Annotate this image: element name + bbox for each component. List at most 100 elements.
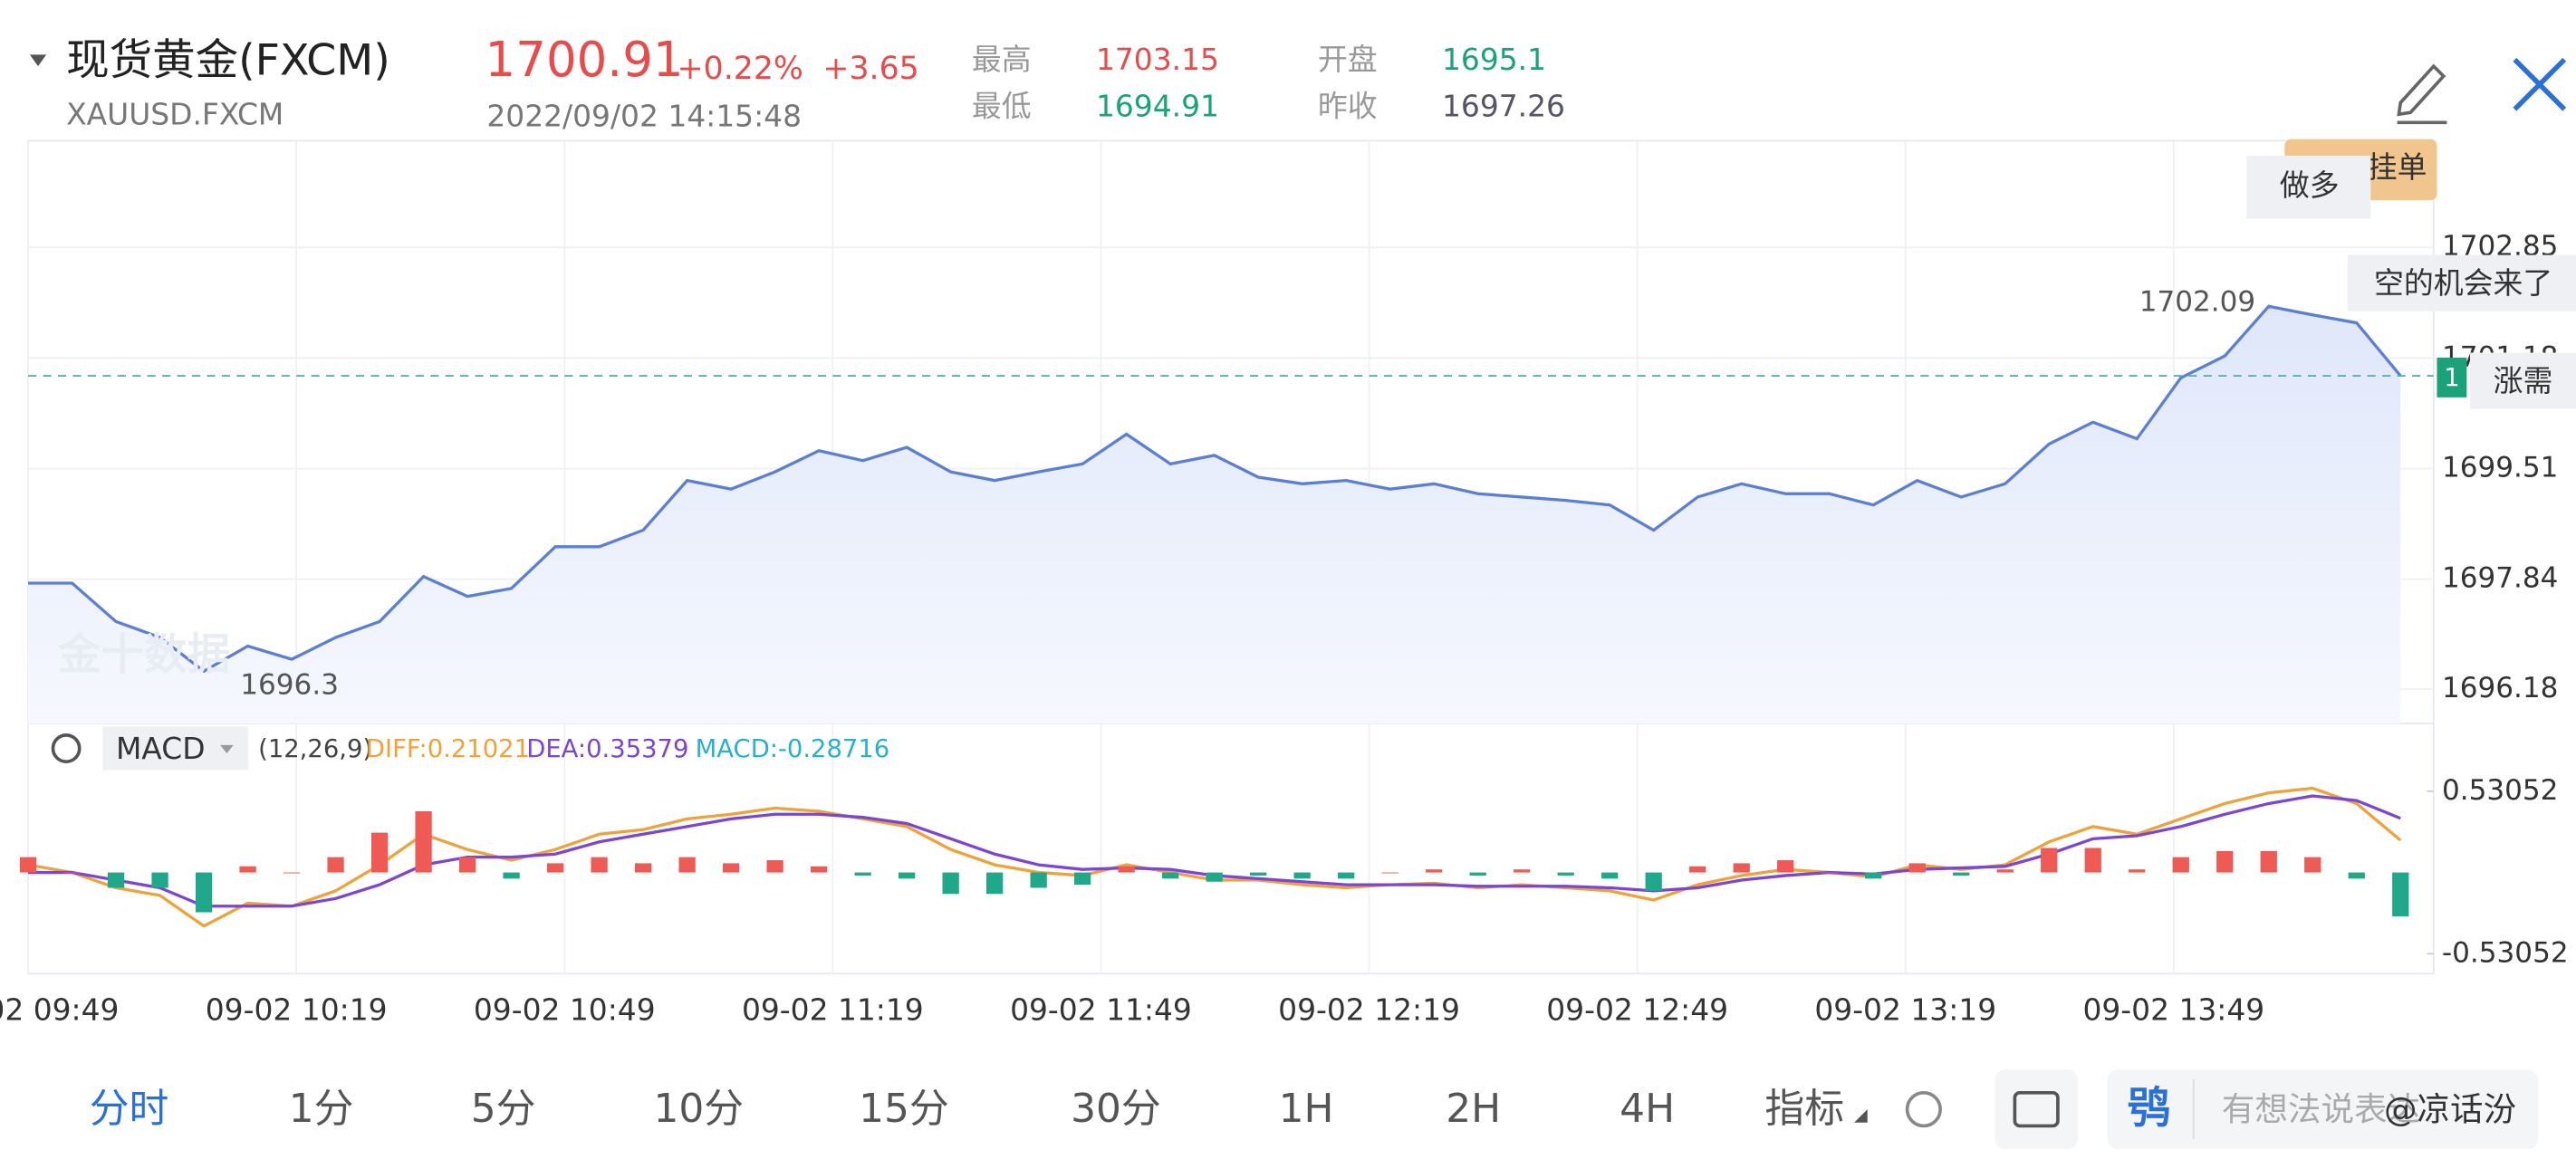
long-button[interactable] — [2246, 155, 2371, 219]
histogram-bar — [2041, 848, 2058, 873]
stat-label: 最高 — [972, 42, 1032, 77]
indicator-name: MACD — [116, 731, 206, 766]
min-label: 1696.3 — [240, 669, 339, 702]
histogram-bar — [1733, 863, 1750, 873]
histogram-bar — [1030, 872, 1047, 888]
histogram-bar — [2129, 869, 2146, 873]
histogram-bar — [1381, 872, 1399, 874]
y-tick-label: 1697.84 — [2442, 562, 2558, 595]
dropdown-icon — [220, 744, 234, 753]
x-tick-label: 09-02 11:19 — [742, 992, 924, 1028]
price-area — [28, 306, 2401, 724]
y-tick-label: 0.53052 — [2442, 774, 2558, 807]
histogram-bar — [2084, 848, 2101, 873]
price-tag — [2437, 357, 2467, 398]
x-tick-label: 09-02 13:19 — [1814, 992, 1996, 1028]
histogram-bar — [2172, 857, 2189, 873]
histogram-bar — [1601, 872, 1619, 879]
settings-icon[interactable] — [51, 733, 82, 763]
drawing-button[interactable] — [1994, 1069, 2078, 1150]
drawing-icon — [2013, 1091, 2060, 1128]
timeframe-tab[interactable]: 15分 — [859, 1086, 949, 1132]
histogram-bar — [1426, 869, 1443, 873]
x-tick-label: 09-02 10:49 — [474, 992, 656, 1028]
histogram-bar — [1865, 872, 1882, 879]
histogram-bar — [942, 872, 959, 895]
histogram-bar — [2260, 850, 2277, 873]
order-label: 挂单 — [2368, 149, 2427, 185]
y-tick-label: 1699.51 — [2442, 451, 2558, 484]
histogram-bar — [2216, 850, 2234, 873]
timeframe-tab[interactable]: 指标 — [1764, 1086, 1844, 1132]
timeframe-tab[interactable]: 10分 — [653, 1086, 744, 1132]
histogram-bar — [1689, 866, 1706, 873]
histogram-bar — [415, 810, 432, 873]
legend-macd: MACD:-0.28716 — [696, 735, 890, 763]
histogram-bar — [1514, 869, 1531, 873]
histogram-bar — [1293, 872, 1311, 879]
histogram-bar — [634, 863, 652, 873]
histogram-bar — [1250, 872, 1267, 876]
x-tick-label: 09-02 12:49 — [1546, 992, 1728, 1028]
histogram-bar — [63, 872, 81, 874]
stat-value: 1703.15 — [1096, 42, 1219, 77]
histogram-bar — [458, 857, 476, 873]
max-label: 1702.09 — [2139, 285, 2255, 318]
stat-value: 1694.91 — [1096, 88, 1219, 123]
histogram-bar — [1821, 872, 1838, 874]
histogram-bar — [1206, 872, 1223, 882]
x-tick-label: 09-02 12:19 — [1278, 992, 1460, 1028]
comment: 空的机会来了 — [2374, 265, 2552, 301]
dropdown-icon — [1854, 1109, 1868, 1123]
x-tick-label: 09-02 10:19 — [206, 992, 388, 1028]
timeframe-tab[interactable]: 1分 — [289, 1086, 354, 1132]
settings-icon[interactable] — [1905, 1091, 1942, 1128]
y-tick-label: 1696.18 — [2442, 672, 2558, 704]
histogram-bar — [766, 860, 783, 873]
timeframe-tab[interactable]: 4H — [1620, 1086, 1675, 1132]
comment: 涨需 — [2494, 363, 2553, 398]
timeframe-tab[interactable]: 5分 — [471, 1086, 536, 1132]
y-tick-label: -0.53052 — [2442, 936, 2569, 969]
stat-label: 开盘 — [1318, 42, 1378, 77]
histogram-bar — [1777, 860, 1794, 873]
x-tick-label: 09-02 11:49 — [1010, 992, 1192, 1028]
histogram-bar — [107, 872, 125, 888]
timeframe-tab[interactable]: 分时 — [90, 1086, 169, 1132]
histogram-bar — [986, 872, 1004, 895]
histogram-bar — [1338, 872, 1355, 879]
histogram-bar — [899, 872, 916, 879]
stat-label: 最低 — [972, 88, 1032, 123]
edit-icon[interactable] — [2397, 63, 2447, 125]
stat-value: 1695.1 — [1442, 42, 1546, 77]
histogram-bar — [1118, 866, 1135, 873]
comment-input[interactable] — [2107, 1069, 2538, 1150]
histogram-bar — [19, 857, 37, 873]
histogram-bar — [1162, 872, 1179, 879]
comment-bubble[interactable] — [2470, 352, 2576, 409]
histogram-bar — [327, 857, 344, 873]
x-tick-label: 09-02 13:49 — [2082, 992, 2264, 1028]
stat-value: 1697.26 — [1442, 88, 1565, 123]
histogram-bar — [503, 872, 520, 879]
symbol: XAUUSD.FXCM — [66, 96, 284, 131]
watermark: 金十数据 — [57, 630, 230, 680]
histogram-bar — [195, 872, 213, 913]
histogram-bar — [1469, 872, 1486, 876]
histogram-bar — [370, 832, 389, 873]
change: +3.65 — [822, 51, 918, 87]
histogram-bar — [2392, 872, 2409, 917]
dropdown-icon[interactable] — [29, 54, 47, 67]
timeframe-tab[interactable]: 1H — [1279, 1086, 1334, 1132]
price: 1700.91 — [485, 32, 684, 88]
price-tag-label: 1 — [2444, 364, 2459, 392]
timeframe-tab[interactable]: 2H — [1446, 1086, 1501, 1132]
histogram-bar — [1074, 872, 1091, 886]
close-icon[interactable] — [2513, 57, 2567, 111]
long-label: 做多 — [2280, 168, 2340, 203]
histogram-bar — [1953, 872, 1970, 876]
histogram-bar — [678, 857, 696, 873]
histogram-bar — [810, 866, 828, 873]
timeframe-tab[interactable]: 30分 — [1071, 1086, 1161, 1132]
comment-bubble[interactable] — [2347, 254, 2576, 311]
